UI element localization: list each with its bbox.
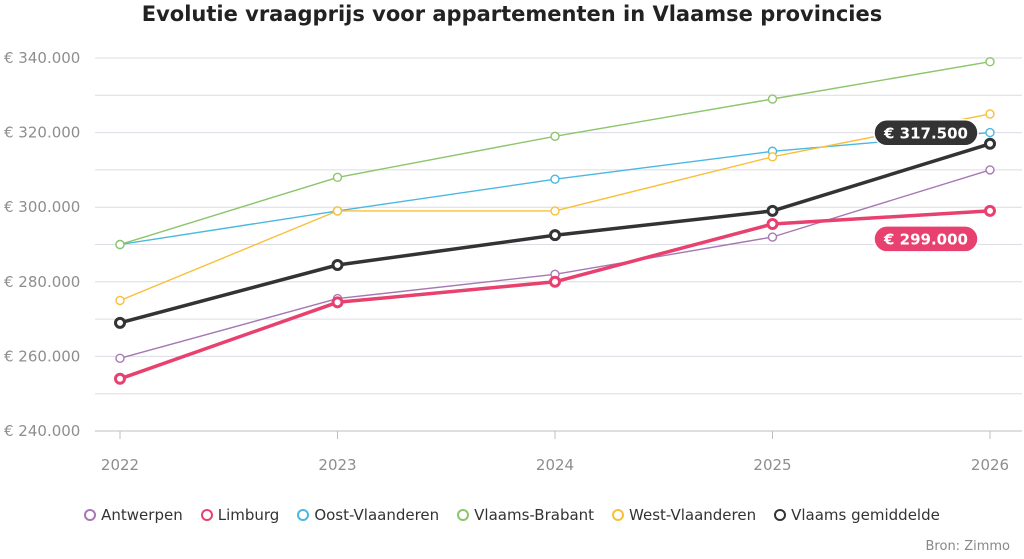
data-point bbox=[114, 372, 126, 385]
y-tick-label: € 320.000 bbox=[4, 124, 80, 142]
legend-label: Antwerpen bbox=[101, 506, 183, 524]
series-line-antwerpen bbox=[119, 169, 991, 359]
legend-marker-icon bbox=[774, 509, 787, 521]
legend-label: Vlaams-Brabant bbox=[474, 506, 595, 524]
legend-label: Oost-Vlaanderen bbox=[314, 506, 440, 524]
legend-label: Limburg bbox=[217, 506, 280, 524]
legend-item[interactable]: West-Vlaanderen bbox=[612, 506, 756, 524]
chart-title: Evolutie vraagprijs voor appartementen i… bbox=[141, 2, 883, 26]
data-point bbox=[331, 259, 344, 272]
series-line-oost-vlaanderen bbox=[119, 131, 991, 246]
legend-marker-icon bbox=[297, 509, 310, 521]
data-point bbox=[766, 217, 779, 230]
legend-item[interactable]: Vlaams-Brabant bbox=[457, 506, 594, 524]
data-point bbox=[550, 174, 560, 184]
line-chart: € 240.000 € 260.000 € 280.000 € 300.000 € 32… bbox=[4, 49, 1022, 474]
legend-marker-icon bbox=[200, 509, 213, 521]
value-callouts: € 317.500 € 299.000 bbox=[873, 119, 979, 253]
legend-item[interactable]: Vlaams gemiddelde bbox=[774, 506, 940, 524]
data-point bbox=[766, 204, 779, 217]
legend-item[interactable]: Antwerpen bbox=[84, 506, 183, 524]
x-tick-label: 2023 bbox=[318, 456, 356, 474]
x-tick-label: 2024 bbox=[536, 456, 574, 474]
callout-label: € 317.500 bbox=[873, 119, 979, 147]
callout-background bbox=[873, 225, 979, 253]
legend-marker-icon bbox=[84, 509, 97, 521]
data-point bbox=[549, 229, 561, 242]
x-axis-ticks: 2022 2023 2024 2025 2026 bbox=[101, 431, 1009, 474]
callout-background bbox=[873, 119, 979, 147]
legend-item[interactable]: Limburg bbox=[200, 506, 280, 524]
data-point bbox=[767, 94, 778, 104]
legend-label: Vlaams gemiddelde bbox=[791, 506, 940, 524]
x-tick-label: 2026 bbox=[971, 456, 1009, 474]
source-note: Bron: Zimmo bbox=[925, 539, 1010, 554]
legend-label: West-Vlaanderen bbox=[629, 506, 757, 524]
grid-lines bbox=[95, 57, 1022, 432]
data-point bbox=[115, 353, 125, 363]
legend: Antwerpen Limburg Oost-Vlaanderen Vlaams-Br… bbox=[0, 506, 1024, 524]
y-tick-label: € 240.000 bbox=[4, 422, 80, 440]
data-point bbox=[550, 206, 560, 216]
y-axis-ticks: € 240.000 € 260.000 € 280.000 € 300.000 € 32… bbox=[4, 49, 80, 440]
x-tick-label: 2022 bbox=[101, 456, 139, 474]
y-tick-label: € 280.000 bbox=[4, 273, 80, 291]
callout-text: € 317.500 bbox=[883, 124, 968, 142]
data-point bbox=[549, 275, 561, 288]
legend-item[interactable]: Oost-Vlaanderen bbox=[297, 506, 439, 524]
legend-marker-icon bbox=[457, 509, 470, 521]
data-point bbox=[984, 204, 996, 217]
data-point bbox=[767, 232, 778, 242]
data-point bbox=[985, 127, 995, 138]
data-point bbox=[767, 152, 778, 162]
data-point bbox=[985, 109, 995, 119]
callout-text: € 299.000 bbox=[883, 230, 968, 248]
data-point bbox=[985, 165, 995, 175]
data-point bbox=[332, 172, 343, 183]
series-points bbox=[114, 57, 996, 385]
y-tick-label: € 340.000 bbox=[4, 49, 80, 67]
data-point bbox=[115, 239, 125, 250]
x-tick-label: 2025 bbox=[753, 456, 791, 474]
y-tick-label: € 300.000 bbox=[4, 198, 80, 216]
series-lines bbox=[119, 61, 991, 381]
legend-marker-icon bbox=[612, 509, 625, 521]
y-tick-label: € 260.000 bbox=[4, 347, 80, 365]
callout-label: € 299.000 bbox=[873, 225, 979, 253]
data-point bbox=[331, 296, 344, 309]
data-point bbox=[550, 131, 560, 142]
data-point bbox=[115, 295, 125, 306]
data-point bbox=[332, 206, 343, 216]
data-point bbox=[984, 137, 996, 150]
data-point bbox=[114, 316, 126, 329]
data-point bbox=[985, 57, 995, 67]
